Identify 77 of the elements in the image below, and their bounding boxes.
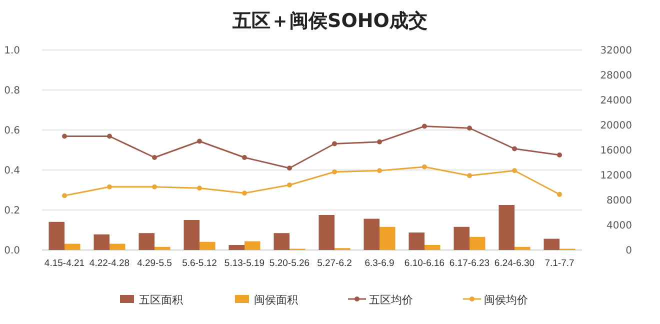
bar (244, 241, 260, 250)
bar (94, 234, 110, 250)
x-tick-label: 5.6-5.12 (182, 258, 217, 269)
bar (470, 236, 486, 250)
x-tick-label: 6.3-6.9 (364, 258, 394, 269)
x-tick-label: 6.24-6.30 (494, 258, 535, 269)
point (377, 168, 382, 174)
legend-label: 闽侯均价 (484, 293, 528, 306)
bar (274, 233, 290, 250)
bar (138, 233, 154, 250)
point (197, 186, 202, 191)
y-tick-label: 0.4 (4, 166, 20, 176)
y2-tick-label: 28000 (600, 70, 632, 82)
bar (154, 246, 170, 250)
point (197, 138, 202, 144)
bar (364, 218, 380, 250)
point (332, 169, 337, 174)
y2-tick-label: 16000 (600, 146, 632, 156)
chart-title: 五区＋闽侯SOHO成交 (232, 10, 428, 32)
point (152, 184, 157, 190)
y-tick-label: 1.0 (4, 46, 20, 56)
bar (380, 226, 396, 250)
point (512, 146, 517, 152)
point (377, 139, 382, 144)
bar (408, 232, 424, 250)
point (242, 155, 247, 160)
x-tick-label: 5.27-6.2 (317, 258, 352, 269)
point (512, 168, 517, 174)
bar (200, 242, 216, 250)
bar (64, 244, 80, 250)
point (467, 126, 472, 131)
y2-tick-label: 12000 (600, 170, 632, 182)
point (422, 164, 427, 170)
legend-label: 五区均价 (369, 293, 413, 306)
y2-tick-label: 8000 (606, 196, 632, 206)
y2-tick-label: 20000 (600, 120, 632, 132)
bar (184, 220, 200, 250)
x-tick-label: 6.17-6.23 (449, 258, 490, 269)
point (557, 192, 562, 197)
y2-tick-label: 32000 (600, 46, 632, 56)
x-tick-label: 4.15-4.21 (44, 258, 85, 269)
y2-tick-label: 24000 (600, 96, 632, 106)
x-tick-label: 5.20-5.26 (269, 258, 310, 269)
y-tick-label: 0.8 (4, 86, 20, 96)
bar (454, 226, 470, 250)
x-tick-label: 4.29-5.5 (137, 258, 172, 269)
bar (544, 238, 560, 250)
point (242, 190, 247, 196)
bar (424, 245, 440, 250)
bar (228, 245, 244, 250)
x-tick-label: 4.22-4.28 (89, 258, 130, 269)
point (332, 141, 337, 146)
point (557, 152, 562, 158)
point (287, 166, 292, 171)
point (152, 155, 157, 160)
legend-label: 闽侯面积 (254, 293, 298, 306)
y-tick-label: 0.6 (4, 126, 20, 136)
y2-tick-label: 4000 (606, 220, 632, 232)
point (62, 193, 67, 198)
legend-label: 五区面积 (139, 293, 183, 306)
point (62, 134, 67, 139)
bar (498, 205, 514, 250)
x-tick-label: 7.1-7.7 (544, 258, 574, 269)
bar (318, 215, 334, 250)
y-tick-label: 0.0 (4, 246, 20, 256)
x-tick-label: 6.10-6.16 (404, 258, 445, 269)
point (107, 134, 112, 139)
point (287, 182, 292, 188)
point (422, 124, 427, 129)
point (467, 173, 472, 178)
bar (110, 244, 126, 250)
bar (514, 246, 530, 250)
y-tick-label: 0.2 (4, 206, 20, 216)
bar (48, 222, 64, 250)
point (107, 184, 112, 190)
x-tick-label: 5.13-5.19 (224, 258, 265, 269)
y2-tick-label: 0 (626, 246, 632, 256)
